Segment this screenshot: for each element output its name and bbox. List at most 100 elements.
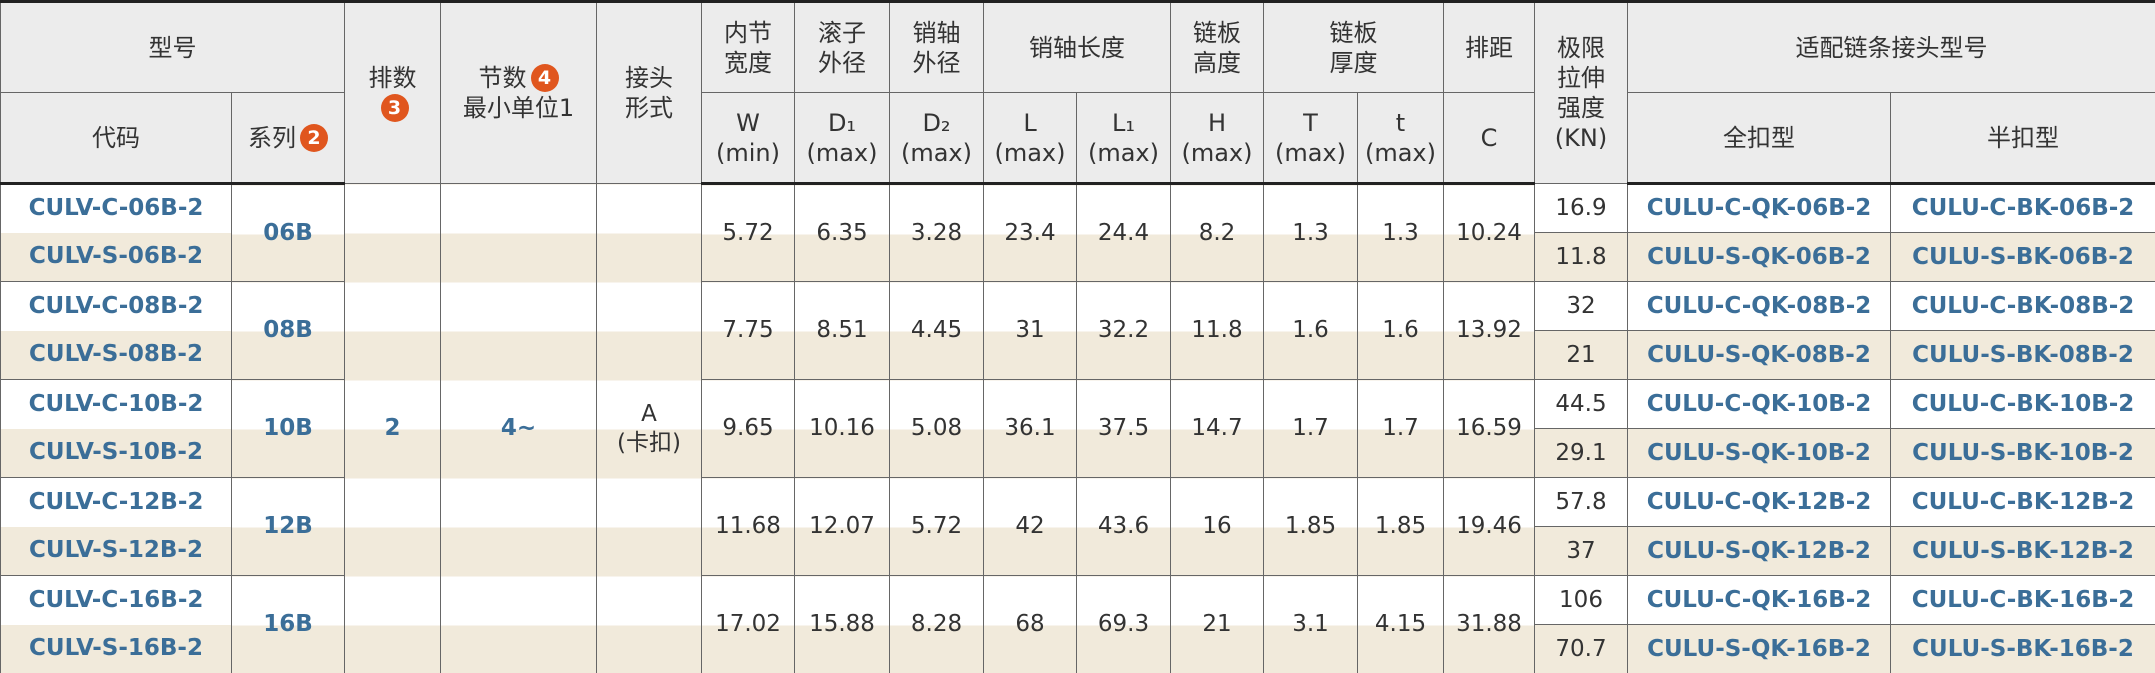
full-cell: CULU-C-QK-16B-2	[1627, 575, 1891, 625]
dim-limit: (max)	[1364, 138, 1436, 167]
dim-cell: 31	[983, 281, 1077, 380]
dim-limit: (max)	[900, 138, 972, 167]
dim-value: 5.72	[722, 219, 774, 246]
header-text: 半扣型	[1987, 123, 2059, 152]
header-cell: C	[1443, 92, 1535, 185]
code-cell: CULV-S-12B-2	[0, 526, 232, 576]
series-cell: 08B	[231, 281, 345, 380]
half-model: CULU-C-BK-10B-2	[1911, 390, 2135, 417]
half-cell: CULU-S-BK-10B-2	[1890, 428, 2155, 478]
dim-value: 8.2	[1198, 219, 1236, 246]
dim-value: 1.3	[1292, 219, 1329, 246]
full-model: CULU-C-QK-12B-2	[1646, 488, 1872, 515]
full-model: CULU-C-QK-08B-2	[1646, 292, 1872, 319]
pitch-value: 4~	[500, 415, 537, 442]
header-cell: 链板 高度	[1170, 0, 1264, 93]
header-row: 代码 系列 2 W (min) D₁ (max) D₂ (max) L (max) L₁ (max) H(…	[0, 92, 2155, 185]
dim-cell: 6.35	[794, 183, 890, 282]
badge: 4	[530, 64, 559, 92]
data-row: CULV-S-08B-2 21 CULU-S-QK-08B-2 CULU-S-BK-0…	[0, 330, 2155, 380]
dim-value: 1.7	[1292, 415, 1329, 442]
code-cell: CULV-S-06B-2	[0, 232, 232, 282]
badge: 2	[300, 123, 328, 152]
header-cell: 适配链条接头型号	[1627, 0, 2155, 93]
code: CULV-C-10B-2	[28, 390, 204, 417]
strength: 70.7	[1555, 635, 1607, 662]
half-model: CULU-S-BK-16B-2	[1912, 635, 2134, 662]
dim-cell: 23.4	[983, 183, 1077, 282]
full-cell: CULU-S-QK-10B-2	[1627, 428, 1891, 478]
dim-value: 1.6	[1292, 317, 1329, 344]
header-cell: H (max)	[1170, 92, 1264, 185]
code: CULV-C-08B-2	[28, 292, 204, 319]
rows-cell: 2	[344, 183, 441, 673]
data-row: CULV-C-10B-2 10B 9.65 10.16 5.08 36.1 37.5 14.7…	[0, 379, 2155, 478]
header-text: 销轴 外径	[912, 18, 961, 77]
header-text: 链板 厚度	[1329, 18, 1378, 77]
dim-value: 17.02	[715, 611, 781, 638]
code: CULV-S-16B-2	[29, 635, 203, 662]
header-text: 系列	[248, 123, 296, 152]
series-cell: 10B	[231, 379, 345, 478]
dim-limit: (min)	[716, 138, 780, 167]
strength-cell: 70.7	[1534, 624, 1628, 673]
header-text: 滚子 外径	[818, 18, 866, 77]
header-text: 内节 宽度	[724, 18, 772, 77]
dim-cell: 24.4	[1076, 183, 1171, 282]
code: CULV-C-06B-2	[28, 195, 204, 222]
dim-limit: (max)	[994, 138, 1066, 167]
code-cell: CULV-C-16B-2	[0, 575, 232, 625]
dim-symbol: L₁	[1112, 108, 1135, 137]
code-cell: CULV-C-10B-2	[0, 379, 232, 429]
header-cell: 销轴 外径	[889, 0, 984, 93]
dim-cell: 42	[983, 477, 1077, 576]
dim-value: 13.92	[1456, 317, 1522, 344]
dim-cell: 8.28	[889, 575, 984, 673]
strength: 32	[1566, 292, 1596, 319]
series: 08B	[263, 317, 313, 344]
dim-cell: 8.51	[794, 281, 890, 380]
full-model: CULU-S-QK-10B-2	[1647, 439, 1871, 466]
dim-cell: 1.85	[1263, 477, 1358, 576]
dim-cell: 32.2	[1076, 281, 1171, 380]
code: CULV-S-06B-2	[29, 243, 203, 270]
full-cell: CULU-C-QK-10B-2	[1627, 379, 1891, 429]
half-cell: CULU-C-BK-08B-2	[1890, 281, 2155, 331]
dim-cell: 5.72	[701, 183, 795, 282]
strength-cell: 44.5	[1534, 379, 1628, 429]
strength-cell: 32	[1534, 281, 1628, 331]
dim-cell: 15.88	[794, 575, 890, 673]
dim-symbol: C	[1480, 123, 1498, 152]
header-row: 型号 排数 3 节数 4 最小单位1 接头 形式 内节 宽度 滚子 外径 销轴 外径 销轴长度 链板 …	[0, 0, 2155, 184]
badge: 3	[380, 94, 409, 122]
code-cell: CULV-S-16B-2	[0, 624, 232, 673]
half-model: CULU-S-BK-10B-2	[1912, 439, 2134, 466]
code: CULV-C-16B-2	[28, 586, 204, 613]
strength-cell: 21	[1534, 330, 1628, 380]
header-cell: 排距	[1443, 0, 1535, 93]
dim-cell: 8.2	[1170, 183, 1264, 282]
strength-cell: 11.8	[1534, 232, 1628, 282]
dim-value: 42	[1015, 513, 1045, 540]
code-cell: CULV-S-08B-2	[0, 330, 232, 380]
dim-value: 1.6	[1382, 317, 1419, 344]
dim-value: 5.08	[910, 415, 963, 442]
data-row: CULV-S-06B-2 11.8 CULU-S-QK-06B-2 CULU-S-BK…	[0, 232, 2155, 282]
header-cell: L₁ (max)	[1076, 92, 1171, 185]
dim-value: 32.2	[1097, 317, 1150, 344]
dim-cell: 16.59	[1443, 379, 1535, 478]
dim-value: 1.85	[1284, 513, 1337, 540]
half-cell: CULU-C-BK-10B-2	[1890, 379, 2155, 429]
dim-cell: 19.46	[1443, 477, 1535, 576]
header-cell: W (min)	[701, 92, 795, 185]
header-text: 最小单位1	[462, 94, 575, 122]
half-model: CULU-S-BK-12B-2	[1912, 537, 2134, 564]
half-model: CULU-S-BK-08B-2	[1912, 341, 2134, 368]
dim-value: 68	[1015, 611, 1045, 638]
full-cell: CULU-C-QK-12B-2	[1627, 477, 1891, 527]
full-model: CULU-S-QK-06B-2	[1647, 243, 1871, 270]
full-cell: CULU-S-QK-12B-2	[1627, 526, 1891, 576]
dim-cell: 1.7	[1357, 379, 1444, 478]
header-cell: t (max)	[1357, 92, 1444, 185]
